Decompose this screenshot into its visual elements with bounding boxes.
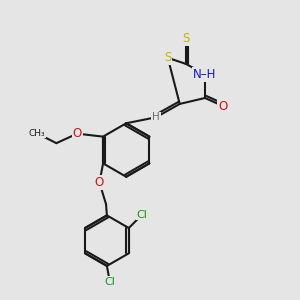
Text: O: O (218, 100, 227, 112)
Text: CH₃: CH₃ (29, 129, 45, 138)
Text: O: O (95, 176, 104, 189)
Text: O: O (73, 127, 82, 140)
Text: Cl: Cl (137, 210, 148, 220)
Text: Cl: Cl (104, 277, 115, 287)
Text: S: S (164, 51, 172, 64)
Text: S: S (182, 32, 189, 45)
Text: H: H (152, 112, 160, 122)
Text: N–H: N–H (193, 68, 217, 81)
